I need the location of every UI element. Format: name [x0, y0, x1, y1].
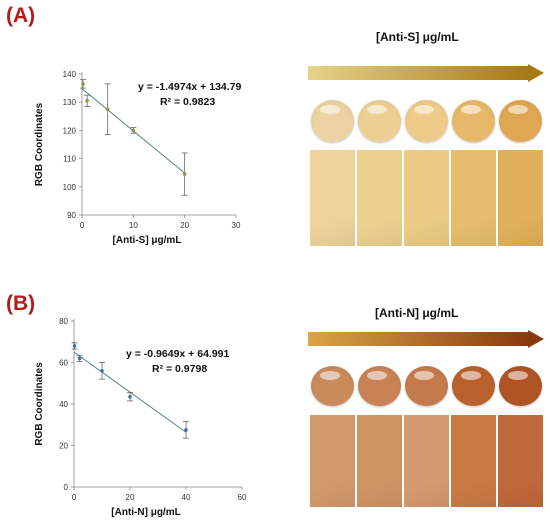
- concentration-title-b: [Anti-N] μg/mL: [375, 306, 459, 320]
- color-swatch: [498, 150, 543, 246]
- gradient-arrow-head-a: [528, 64, 544, 82]
- chart-anti-s: 90 100 110 120 130 140 0 10 20 30 [Anti-S] μg/mL RG…: [34, 70, 241, 246]
- regression-equation: y = -1.4974x + 134.79: [138, 81, 241, 93]
- data-point: [184, 428, 188, 432]
- x-axis-title: [Anti-S] μg/mL: [113, 235, 182, 246]
- data-point: [131, 128, 136, 133]
- color-swatch: [451, 415, 496, 507]
- gradient-arrow-shaft-b: [308, 332, 528, 346]
- chart-anti-n: 0 20 40 60 80 0 20 40 60 [Anti-N] μg/mL RGB Coordi…: [34, 317, 247, 518]
- droplet: [499, 366, 542, 406]
- y-axis-title: RGB Coordinates: [34, 362, 45, 446]
- y-tick-label: 40: [59, 400, 68, 409]
- data-point: [105, 107, 110, 112]
- x-tick-label: 0: [80, 221, 85, 230]
- regression-equation: y = -0.9649x + 64.991: [126, 348, 229, 360]
- gradient-arrow-b: [308, 330, 544, 348]
- data-point: [85, 98, 89, 103]
- color-swatch: [357, 150, 402, 246]
- y-tick-label: 60: [59, 359, 68, 368]
- gradient-arrow-a: [308, 64, 544, 82]
- droplet: [499, 100, 542, 142]
- droplet: [358, 100, 401, 142]
- y-tick-label: 80: [59, 317, 68, 326]
- gradient-arrow-head-b: [528, 330, 544, 348]
- y-tick-label: 130: [63, 98, 77, 107]
- y-tick-label: 100: [63, 183, 77, 192]
- y-tick-label: 20: [59, 442, 68, 451]
- color-swatch: [451, 150, 496, 246]
- panel-label-a: (A): [6, 4, 36, 27]
- color-swatch: [357, 415, 402, 507]
- y-tick-label: 110: [63, 155, 76, 164]
- x-tick-label: 40: [182, 493, 191, 502]
- data-point: [182, 172, 187, 176]
- data-point: [77, 356, 82, 361]
- y-tick-label: 140: [63, 70, 77, 79]
- droplet: [452, 100, 495, 142]
- droplet: [405, 366, 448, 406]
- data-point: [100, 369, 104, 373]
- x-tick-label: 30: [232, 221, 241, 230]
- x-tick-label: 20: [126, 493, 135, 502]
- droplet: [311, 366, 354, 406]
- x-tick-label: 20: [180, 221, 189, 230]
- r-squared-label: R² = 0.9823: [160, 96, 215, 108]
- trendline: [73, 351, 187, 433]
- droplet: [311, 100, 354, 142]
- color-swatch: [310, 150, 355, 246]
- y-tick-label: 0: [64, 483, 69, 492]
- r-squared-label: R² = 0.9798: [152, 363, 207, 375]
- x-tick-label: 10: [129, 221, 138, 230]
- color-swatch: [310, 415, 355, 507]
- y-tick-label: 90: [67, 211, 76, 220]
- color-swatch: [498, 415, 543, 507]
- y-axis-title: RGB Coordinates: [34, 102, 45, 186]
- data-point: [128, 394, 132, 399]
- color-swatch: [404, 150, 449, 246]
- droplet: [405, 100, 448, 142]
- x-tick-label: 60: [238, 493, 247, 502]
- droplet: [452, 366, 495, 406]
- data-point: [81, 82, 85, 86]
- concentration-title-a: [Anti-S] μg/mL: [376, 30, 459, 44]
- color-swatch: [404, 415, 449, 507]
- panel-label-b: (B): [6, 292, 36, 315]
- y-tick-label: 120: [63, 126, 77, 135]
- gradient-arrow-shaft-a: [308, 66, 528, 80]
- droplet: [358, 366, 401, 406]
- x-axis-title: [Anti-N] μg/mL: [111, 507, 180, 518]
- x-tick-label: 0: [72, 493, 77, 502]
- data-point: [72, 344, 77, 348]
